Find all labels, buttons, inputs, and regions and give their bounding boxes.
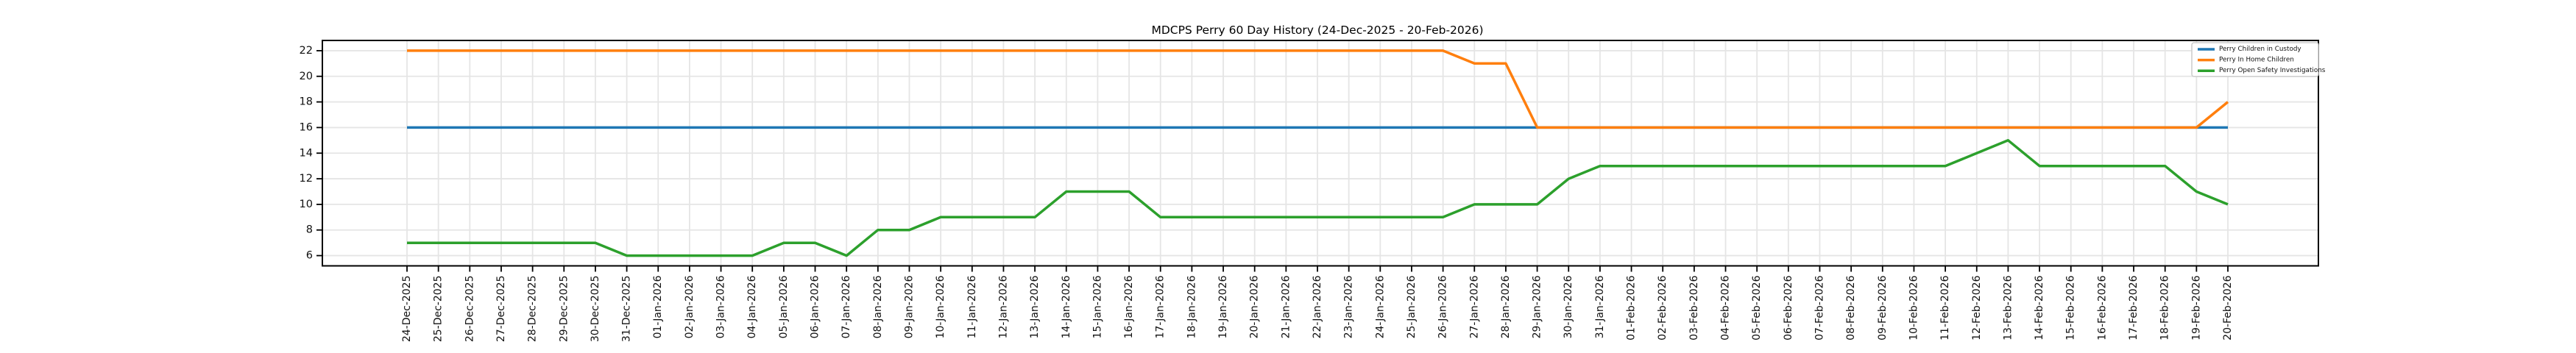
x-tick-label: 01-Feb-2026 [1626, 275, 1638, 340]
x-tick-label: 26-Dec-2025 [464, 276, 475, 343]
x-tick-label: 03-Jan-2026 [715, 275, 727, 338]
y-tick-label: 18 [300, 96, 313, 108]
x-tick-label: 31-Dec-2025 [621, 276, 633, 343]
x-tick-label: 19-Feb-2026 [2190, 275, 2202, 340]
x-tick-label: 31-Jan-2026 [1594, 275, 1606, 338]
y-tick-label: 16 [300, 121, 313, 133]
y-tick-label: 12 [300, 173, 313, 185]
x-tick-label: 27-Dec-2025 [495, 276, 507, 343]
x-tick-label: 08-Jan-2026 [872, 275, 884, 338]
x-tick-label: 02-Jan-2026 [684, 275, 696, 338]
plot-border [322, 40, 2319, 267]
x-tick-label: 12-Jan-2026 [997, 275, 1009, 338]
x-tick-label: 20-Jan-2026 [1249, 275, 1261, 338]
x-tick-label: 18-Feb-2026 [2159, 275, 2171, 340]
legend-label: Perry Children in Custody [2219, 46, 2301, 53]
x-tick-label: 14-Jan-2026 [1061, 275, 1072, 338]
x-tick-label: 24-Jan-2026 [1374, 275, 1386, 338]
x-tick-label: 30-Dec-2025 [590, 276, 601, 343]
x-tick-label: 09-Jan-2026 [903, 275, 915, 338]
legend: Perry Children in Custody Perry In Home C… [2191, 42, 2326, 77]
x-tick-label: 28-Dec-2025 [527, 276, 539, 343]
x-tick-label: 03-Feb-2026 [1688, 275, 1700, 340]
legend-box [2191, 42, 2319, 77]
x-tick-label: 28-Jan-2026 [1500, 275, 1512, 338]
y-axis: 6 8 10 12 14 16 18 20 22 [300, 45, 322, 262]
y-tick-label: 20 [300, 71, 313, 82]
x-tick-label: 17-Feb-2026 [2128, 275, 2140, 340]
x-tick-label: 20-Feb-2026 [2222, 275, 2234, 340]
y-tick-label: 10 [300, 199, 313, 210]
chart-title: MDCPS Perry 60 Day History (24-Dec-2025 … [1151, 24, 1483, 37]
y-tick-label: 14 [300, 147, 313, 159]
x-tick-label: 25-Dec-2025 [433, 276, 445, 343]
x-tick-label: 26-Jan-2026 [1437, 275, 1449, 338]
x-axis: 24-Dec-2025 25-Dec-2025 26-Dec-2025 27-Dec-… [401, 265, 2234, 343]
x-tick-label: 11-Feb-2026 [1939, 275, 1951, 340]
gridlines [322, 40, 2318, 266]
x-tick-label: 17-Jan-2026 [1155, 275, 1167, 338]
x-tick-label: 06-Feb-2026 [1783, 275, 1794, 340]
y-tick-label: 8 [306, 224, 313, 236]
x-tick-label: 19-Jan-2026 [1217, 275, 1229, 338]
x-tick-label: 16-Jan-2026 [1123, 275, 1135, 338]
x-tick-label: 04-Jan-2026 [746, 275, 758, 338]
x-tick-label: 15-Feb-2026 [2065, 275, 2077, 340]
x-tick-label: 23-Jan-2026 [1343, 275, 1355, 338]
x-tick-label: 14-Feb-2026 [2034, 275, 2045, 340]
x-tick-label: 27-Jan-2026 [1468, 275, 1480, 338]
x-tick-label: 05-Feb-2026 [1751, 275, 1763, 340]
x-tick-label: 25-Jan-2026 [1406, 275, 1418, 338]
x-tick-label: 29-Jan-2026 [1532, 275, 1543, 338]
x-tick-label: 18-Jan-2026 [1186, 275, 1197, 338]
x-tick-label: 05-Jan-2026 [778, 275, 790, 338]
x-tick-label: 06-Jan-2026 [810, 275, 821, 338]
series-line-perry-in-home-children [407, 49, 2229, 129]
x-tick-label: 07-Jan-2026 [841, 275, 852, 338]
legend-label: Perry In Home Children [2219, 57, 2294, 64]
y-tick-label: 6 [306, 250, 313, 262]
x-tick-label: 29-Dec-2025 [558, 276, 570, 343]
x-tick-label: 07-Feb-2026 [1814, 275, 1825, 340]
legend-label: Perry Open Safety Investigations [2219, 67, 2326, 74]
x-tick-label: 12-Feb-2026 [1971, 275, 1983, 340]
x-tick-label: 10-Jan-2026 [935, 275, 946, 338]
x-tick-label: 16-Feb-2026 [2096, 275, 2108, 340]
x-tick-label: 13-Feb-2026 [2002, 275, 2014, 340]
x-tick-label: 22-Jan-2026 [1312, 275, 1323, 338]
x-tick-label: 24-Dec-2025 [401, 276, 413, 343]
x-tick-label: 09-Feb-2026 [1877, 275, 1889, 340]
x-tick-label: 10-Feb-2026 [1908, 275, 1919, 340]
x-tick-label: 13-Jan-2026 [1029, 275, 1041, 338]
x-tick-label: 15-Jan-2026 [1091, 275, 1103, 338]
series-line-perry-open-safety-investigations [407, 139, 2229, 257]
x-tick-label: 21-Jan-2026 [1280, 275, 1292, 338]
x-tick-label: 30-Jan-2026 [1563, 275, 1574, 338]
x-tick-label: 04-Feb-2026 [1720, 275, 1732, 340]
x-tick-label: 02-Feb-2026 [1657, 275, 1669, 340]
x-tick-label: 01-Jan-2026 [652, 275, 664, 338]
y-tick-label: 22 [300, 45, 313, 57]
x-tick-label: 08-Feb-2026 [1845, 275, 1857, 340]
x-tick-label: 11-Jan-2026 [966, 275, 978, 338]
